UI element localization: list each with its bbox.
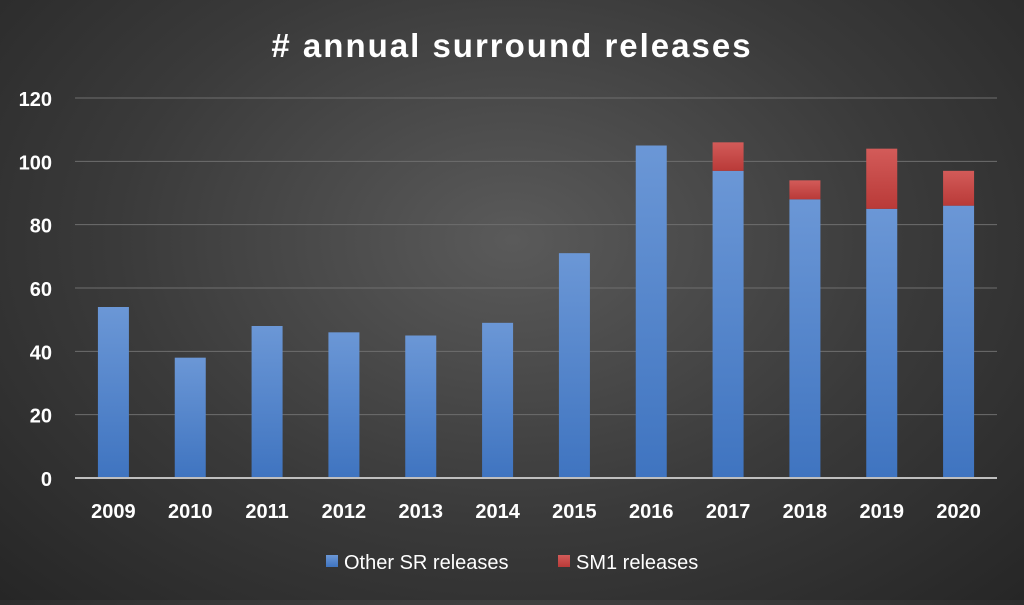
bar-other-sr-2014 (482, 322, 514, 478)
bar-other-sr-2012 (328, 332, 360, 478)
x-tick-label: 2009 (91, 501, 136, 523)
x-tick-label: 2010 (168, 501, 213, 523)
x-tick-label: 2016 (629, 501, 674, 523)
legend-swatch (326, 555, 338, 567)
bar-other-sr-2019 (866, 208, 898, 479)
bar-sm1-2018 (789, 180, 821, 200)
x-tick-label: 2014 (475, 501, 520, 523)
bar-other-sr-2020 (943, 205, 975, 478)
chart-title: # annual surround releases (271, 27, 752, 64)
gridlines (75, 97, 997, 416)
x-tick-label: 2013 (399, 501, 444, 523)
x-tick-label: 2018 (783, 501, 828, 523)
y-tick-label: 120 (19, 89, 52, 111)
bar-sm1-2019 (866, 148, 898, 209)
y-tick-label: 60 (30, 279, 52, 301)
x-tick-label: 2011 (245, 501, 288, 523)
bar-other-sr-2018 (789, 199, 821, 479)
x-axis-ticks: 2009 2010 2011 2012 2013 2014 2015 2016 2017 2018… (91, 501, 981, 523)
bar-sm1-2020 (943, 170, 975, 206)
x-tick-label: 2019 (860, 501, 905, 523)
legend: Other SR releases SM1 releases (326, 552, 698, 574)
legend-swatch (558, 555, 570, 567)
y-tick-label: 20 (30, 406, 52, 428)
y-tick-label: 40 (30, 342, 52, 364)
bar-other-sr-2009 (97, 307, 129, 478)
bar-other-sr-2010 (174, 357, 206, 478)
y-axis-ticks: 0 20 40 60 80 100 120 (19, 89, 52, 491)
y-tick-label: 0 (41, 469, 52, 491)
bars (97, 142, 975, 479)
bar-other-sr-2017 (712, 170, 744, 479)
y-tick-label: 100 (19, 152, 52, 174)
y-tick-label: 80 (30, 216, 52, 238)
legend-label: SM1 releases (576, 552, 698, 574)
bar-other-sr-2015 (558, 253, 590, 478)
bar-other-sr-2016 (635, 145, 667, 478)
legend-label: Other SR releases (344, 552, 509, 574)
x-tick-label: 2017 (706, 501, 751, 523)
bar-other-sr-2013 (405, 335, 437, 478)
x-tick-label: 2015 (552, 501, 597, 523)
bar-other-sr-2011 (251, 326, 283, 478)
x-tick-label: 2020 (936, 501, 981, 523)
bar-sm1-2017 (712, 142, 744, 171)
x-tick-label: 2012 (322, 501, 367, 523)
